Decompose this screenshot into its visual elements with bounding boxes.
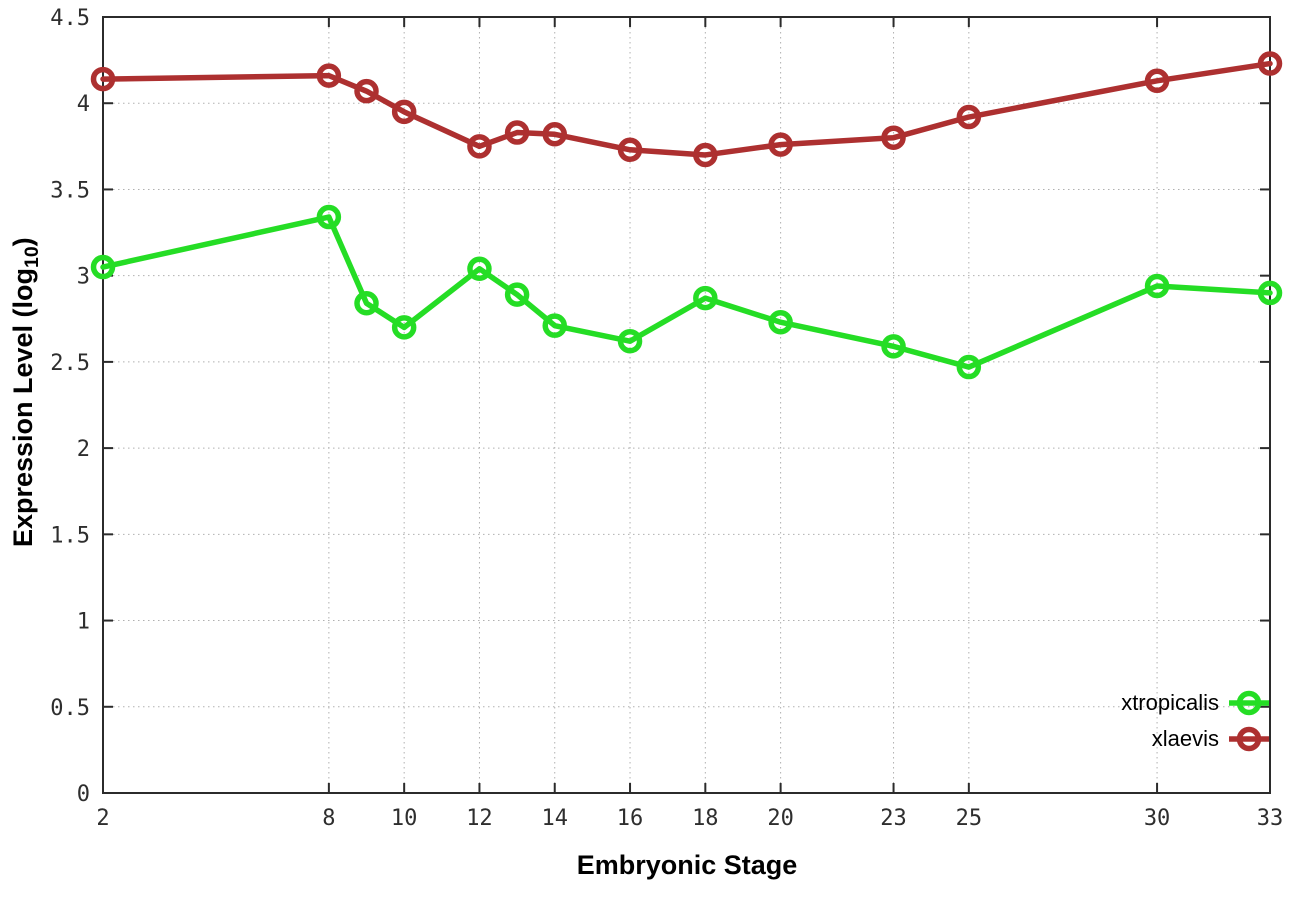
x-tick-label: 30	[1144, 806, 1171, 831]
x-tick-label: 18	[692, 806, 719, 831]
data-point-xlaevis-stage-33	[1257, 51, 1283, 76]
x-tick-label: 20	[767, 806, 794, 831]
data-point-xtropicalis-stage-12	[467, 256, 492, 282]
y-tick-label: 2	[77, 437, 90, 462]
data-point-xtropicalis-stage-13	[504, 282, 530, 307]
data-point-xtropicalis-stage-18	[693, 285, 718, 311]
x-tick-label: 10	[391, 806, 418, 831]
data-point-xlaevis-stage-10	[391, 99, 417, 125]
x-tick-label: 8	[322, 806, 335, 831]
x-tick-label: 23	[880, 806, 907, 831]
y-axis-title-text: Expression Level (log	[7, 267, 38, 548]
y-axis-title-subscript: 10	[21, 246, 44, 268]
legend: xtropicalis xlaevis	[1121, 687, 1270, 755]
data-point-xtropicalis-stage-16	[617, 328, 643, 354]
data-point-xlaevis-stage-12	[467, 134, 492, 159]
data-point-xtropicalis-stage-8	[316, 204, 342, 230]
series-xlaevis	[90, 51, 1283, 168]
x-axis-title: Embryonic Stage	[576, 850, 798, 880]
data-point-xtropicalis-stage-25	[956, 354, 982, 380]
y-tick-label: 1.5	[50, 523, 90, 548]
data-point-xlaevis-stage-2	[90, 66, 116, 92]
data-point-xlaevis-stage-25	[956, 104, 982, 130]
plot-border	[102, 16, 1271, 794]
y-tick-label: 1	[77, 610, 90, 635]
series-line-xlaevis	[100, 60, 1273, 158]
x-tick-label: 2	[96, 806, 109, 831]
data-point-xlaevis-stage-20	[768, 132, 793, 157]
y-tick-label: 4	[77, 92, 90, 117]
legend-sample-circle	[1236, 690, 1262, 716]
data-point-xtropicalis-stage-14	[542, 313, 567, 338]
data-point-xlaevis-stage-23	[881, 125, 906, 150]
data-point-xlaevis-stage-30	[1144, 68, 1170, 94]
data-point-xtropicalis-stage-20	[768, 309, 793, 335]
data-point-xtropicalis-stage-10	[391, 315, 417, 340]
y-tick-label: 2.5	[50, 351, 90, 376]
y-tick-label: 4.5	[50, 6, 90, 31]
data-point-xtropicalis-stage-2	[90, 254, 116, 280]
data-point-xlaevis-stage-18	[693, 142, 718, 168]
data-point-xlaevis-stage-16	[617, 137, 643, 163]
data-point-xlaevis-stage-14	[542, 122, 567, 147]
y-tick-label: 0	[77, 782, 90, 807]
x-tick-label: 12	[466, 806, 493, 831]
data-point-xlaevis-stage-9	[354, 78, 379, 104]
legend-entry-xtropicalis: xtropicalis	[1121, 687, 1270, 719]
data-point-xtropicalis-stage-23	[881, 334, 906, 359]
data-point-xlaevis-stage-13	[504, 120, 530, 145]
y-tick-label: 3.5	[50, 178, 90, 203]
data-point-xtropicalis-stage-33	[1257, 280, 1283, 306]
legend-entry-xlaevis: xlaevis	[1121, 723, 1270, 755]
y-tick-label: 0.5	[50, 696, 90, 721]
y-axis-title: Expression Level (log10)	[8, 42, 44, 742]
legend-label-xlaevis: xlaevis	[1151, 726, 1219, 751]
legend-marker-xlaevis-icon	[1229, 726, 1269, 752]
series-xtropicalis	[90, 204, 1283, 380]
y-tick-label: 3	[77, 265, 90, 290]
x-tick-label: 14	[541, 806, 568, 831]
series-line-xtropicalis	[100, 214, 1273, 370]
y-axis-title-suffix: )	[7, 237, 38, 247]
x-tick-label: 33	[1257, 806, 1284, 831]
legend-marker-xtropicalis-icon	[1229, 690, 1269, 716]
data-point-xtropicalis-stage-9	[354, 291, 379, 316]
legend-label-xtropicalis: xtropicalis	[1121, 690, 1219, 715]
x-tick-label: 16	[617, 806, 644, 831]
legend-sample-circle	[1236, 726, 1262, 752]
data-point-xtropicalis-stage-30	[1144, 273, 1170, 299]
x-tick-label: 25	[956, 806, 983, 831]
data-point-xlaevis-stage-8	[316, 63, 342, 88]
